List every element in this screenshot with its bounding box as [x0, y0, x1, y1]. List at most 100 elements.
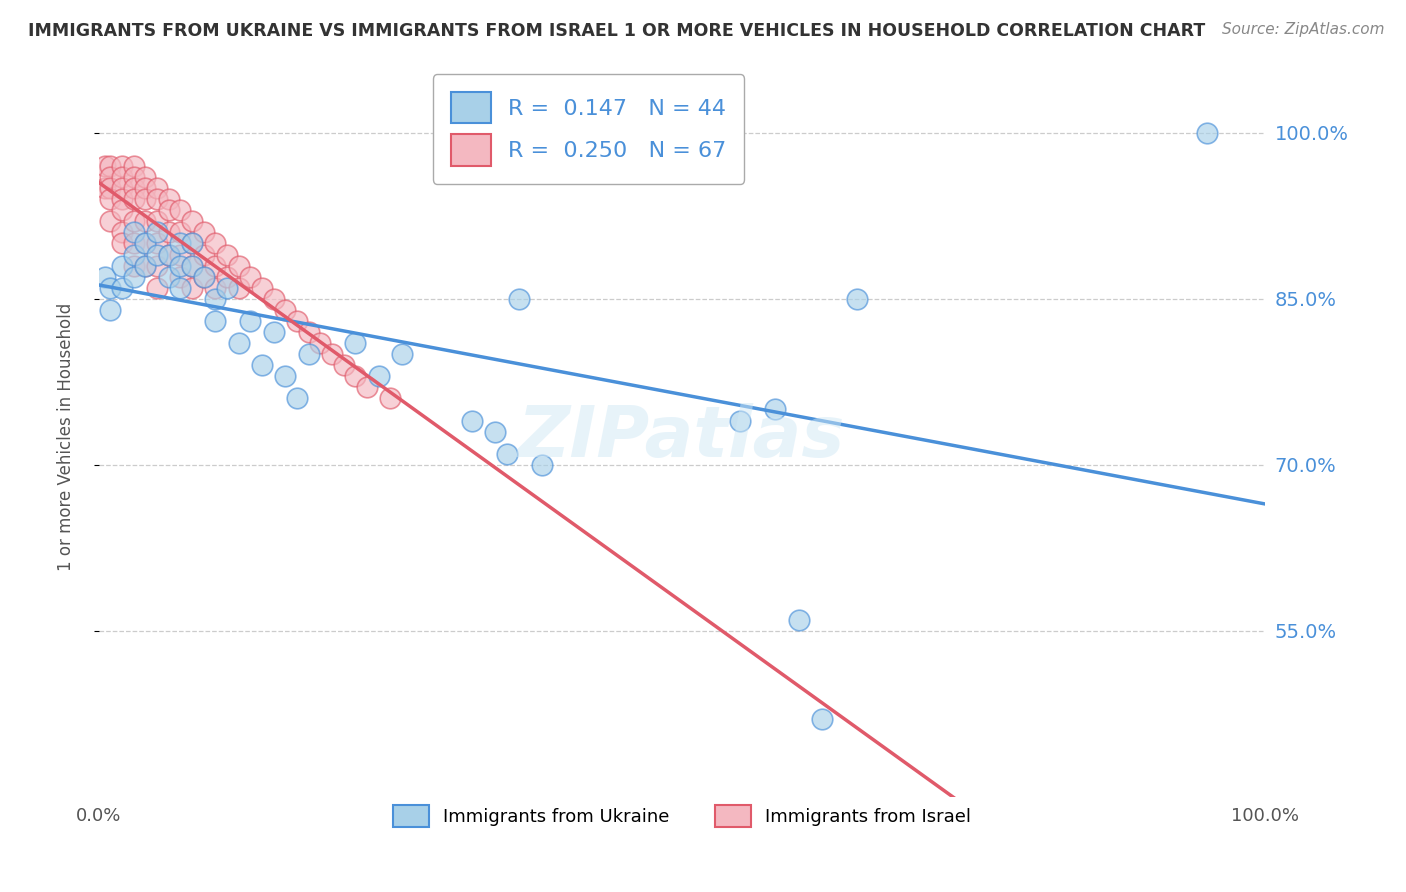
Point [181, 236, 204, 251]
Point [111, 259, 134, 273]
Point [228, 336, 250, 351]
Point [134, 181, 156, 195]
Point [217, 247, 239, 261]
Point [169, 269, 191, 284]
Point [134, 259, 156, 273]
Text: ZIPatlas: ZIPatlas [519, 402, 845, 472]
Point [134, 236, 156, 251]
Point [100, 169, 122, 184]
Point [146, 181, 169, 195]
Point [122, 159, 145, 173]
Point [367, 369, 389, 384]
Point [332, 358, 354, 372]
Point [169, 247, 191, 261]
Point [263, 325, 285, 339]
Point [204, 314, 226, 328]
Point [93, 269, 115, 284]
Point [344, 369, 367, 384]
Point [134, 259, 156, 273]
Point [169, 203, 191, 218]
Point [344, 336, 367, 351]
Legend: Immigrants from Ukraine, Immigrants from Israel: Immigrants from Ukraine, Immigrants from… [385, 798, 979, 835]
Point [100, 181, 122, 195]
Point [169, 259, 191, 273]
Point [181, 259, 204, 273]
Point [193, 269, 215, 284]
Text: Source: ZipAtlas.com: Source: ZipAtlas.com [1222, 22, 1385, 37]
Point [285, 314, 308, 328]
Point [380, 392, 402, 406]
Point [204, 281, 226, 295]
Point [204, 292, 226, 306]
Y-axis label: 1 or more Vehicles in Household: 1 or more Vehicles in Household [58, 303, 75, 571]
Point [298, 347, 321, 361]
Point [530, 458, 553, 472]
Point [122, 259, 145, 273]
Point [217, 281, 239, 295]
Point [309, 336, 332, 351]
Point [111, 192, 134, 206]
Point [100, 159, 122, 173]
Point [146, 259, 169, 273]
Point [157, 192, 180, 206]
Point [181, 214, 204, 228]
Point [134, 236, 156, 251]
Point [730, 413, 752, 427]
Point [146, 281, 169, 295]
Point [263, 292, 285, 306]
Point [157, 226, 180, 240]
Point [111, 169, 134, 184]
Point [122, 181, 145, 195]
Point [239, 314, 262, 328]
Point [193, 247, 215, 261]
Point [763, 402, 786, 417]
Point [134, 214, 156, 228]
Point [146, 214, 169, 228]
Point [484, 425, 506, 439]
Point [100, 214, 122, 228]
Point [157, 247, 180, 261]
Point [250, 358, 273, 372]
Text: IMMIGRANTS FROM UKRAINE VS IMMIGRANTS FROM ISRAEL 1 OR MORE VEHICLES IN HOUSEHOL: IMMIGRANTS FROM UKRAINE VS IMMIGRANTS FR… [28, 22, 1205, 40]
Point [146, 226, 169, 240]
Point [228, 281, 250, 295]
Point [250, 281, 273, 295]
Point [193, 226, 215, 240]
Point [508, 292, 530, 306]
Point [122, 214, 145, 228]
Point [111, 281, 134, 295]
Point [321, 347, 343, 361]
Point [228, 259, 250, 273]
Point [146, 247, 169, 261]
Point [111, 236, 134, 251]
Point [146, 192, 169, 206]
Point [122, 226, 145, 240]
Point [274, 302, 297, 317]
Point [122, 169, 145, 184]
Point [169, 236, 191, 251]
Point [146, 236, 169, 251]
Point [100, 192, 122, 206]
Point [169, 281, 191, 295]
Point [134, 169, 156, 184]
Point [274, 369, 297, 384]
Point [787, 613, 810, 627]
Point [93, 181, 115, 195]
Point [217, 269, 239, 284]
Point [157, 203, 180, 218]
Point [461, 413, 484, 427]
Point [157, 269, 180, 284]
Point [122, 269, 145, 284]
Point [239, 269, 262, 284]
Point [134, 192, 156, 206]
Point [298, 325, 321, 339]
Point [111, 181, 134, 195]
Point [204, 236, 226, 251]
Point [122, 192, 145, 206]
Point [1195, 126, 1218, 140]
Point [100, 302, 122, 317]
Point [157, 247, 180, 261]
Point [285, 392, 308, 406]
Point [93, 159, 115, 173]
Point [391, 347, 413, 361]
